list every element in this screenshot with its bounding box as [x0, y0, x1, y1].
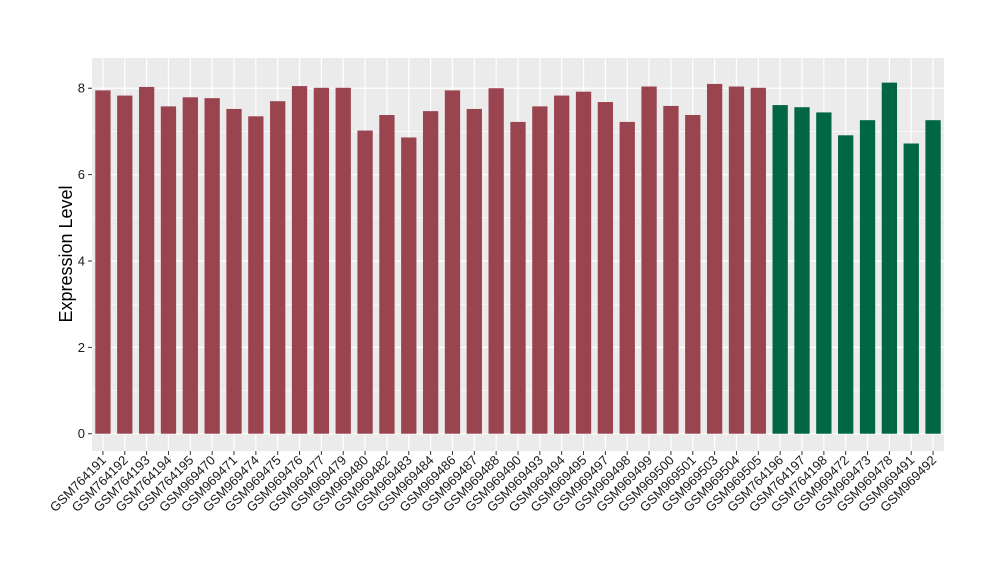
bar-GSM969498: [619, 121, 635, 434]
bar-GSM969483: [401, 137, 417, 434]
bar-GSM969474: [248, 116, 264, 434]
bar-GSM969493: [532, 106, 548, 434]
bar-GSM764194: [160, 106, 177, 434]
bar-GSM969479: [335, 87, 351, 434]
bar-GSM764191: [95, 90, 111, 434]
x-axis: GSM764191GSM764192GSM764193GSM764194GSM7…: [47, 451, 939, 515]
bar-GSM969482: [379, 115, 395, 434]
y-tick-label: 4: [78, 253, 85, 268]
bar-GSM764196: [772, 105, 788, 434]
bar-GSM969472: [838, 135, 854, 434]
bar-GSM969476: [291, 86, 308, 434]
bar-GSM969488: [488, 88, 504, 434]
y-tick-label: 2: [78, 340, 85, 355]
bar-GSM969497: [597, 102, 614, 434]
bar-GSM969501: [685, 115, 701, 434]
y-axis: 0 2 4 6 8: [78, 81, 92, 441]
bar-GSM969500: [663, 105, 679, 434]
y-tick-label: 6: [78, 167, 85, 182]
bar-GSM969492: [925, 120, 941, 434]
bar-GSM764195: [182, 97, 198, 434]
bar-GSM969471: [226, 108, 242, 434]
bar-GSM969503: [706, 83, 723, 434]
bar-GSM969495: [575, 91, 592, 434]
bar-GSM764193: [138, 86, 155, 434]
bar-GSM764192: [117, 95, 133, 434]
bar-GSM969505: [750, 87, 766, 434]
y-axis-title: Expression Level: [56, 185, 76, 322]
bar-GSM764197: [794, 107, 810, 434]
bar-GSM969475: [270, 101, 286, 434]
bars: [95, 82, 941, 434]
bar-GSM969490: [510, 121, 526, 434]
bar-GSM969499: [641, 86, 657, 434]
y-tick-label: 0: [78, 426, 85, 441]
bar-GSM969484: [422, 111, 439, 434]
bar-GSM969477: [313, 87, 330, 434]
y-tick-label: 8: [78, 81, 85, 96]
bar-GSM764198: [816, 112, 832, 434]
bar-GSM969486: [444, 90, 461, 434]
bar-GSM969473: [859, 120, 876, 434]
bar-GSM969494: [554, 95, 570, 434]
bar-GSM969487: [466, 108, 482, 434]
bar-GSM969480: [357, 130, 373, 434]
bar-GSM969491: [903, 143, 919, 434]
bar-GSM969478: [881, 82, 898, 434]
bar-GSM969504: [728, 86, 745, 434]
bar-GSM969470: [204, 98, 220, 434]
